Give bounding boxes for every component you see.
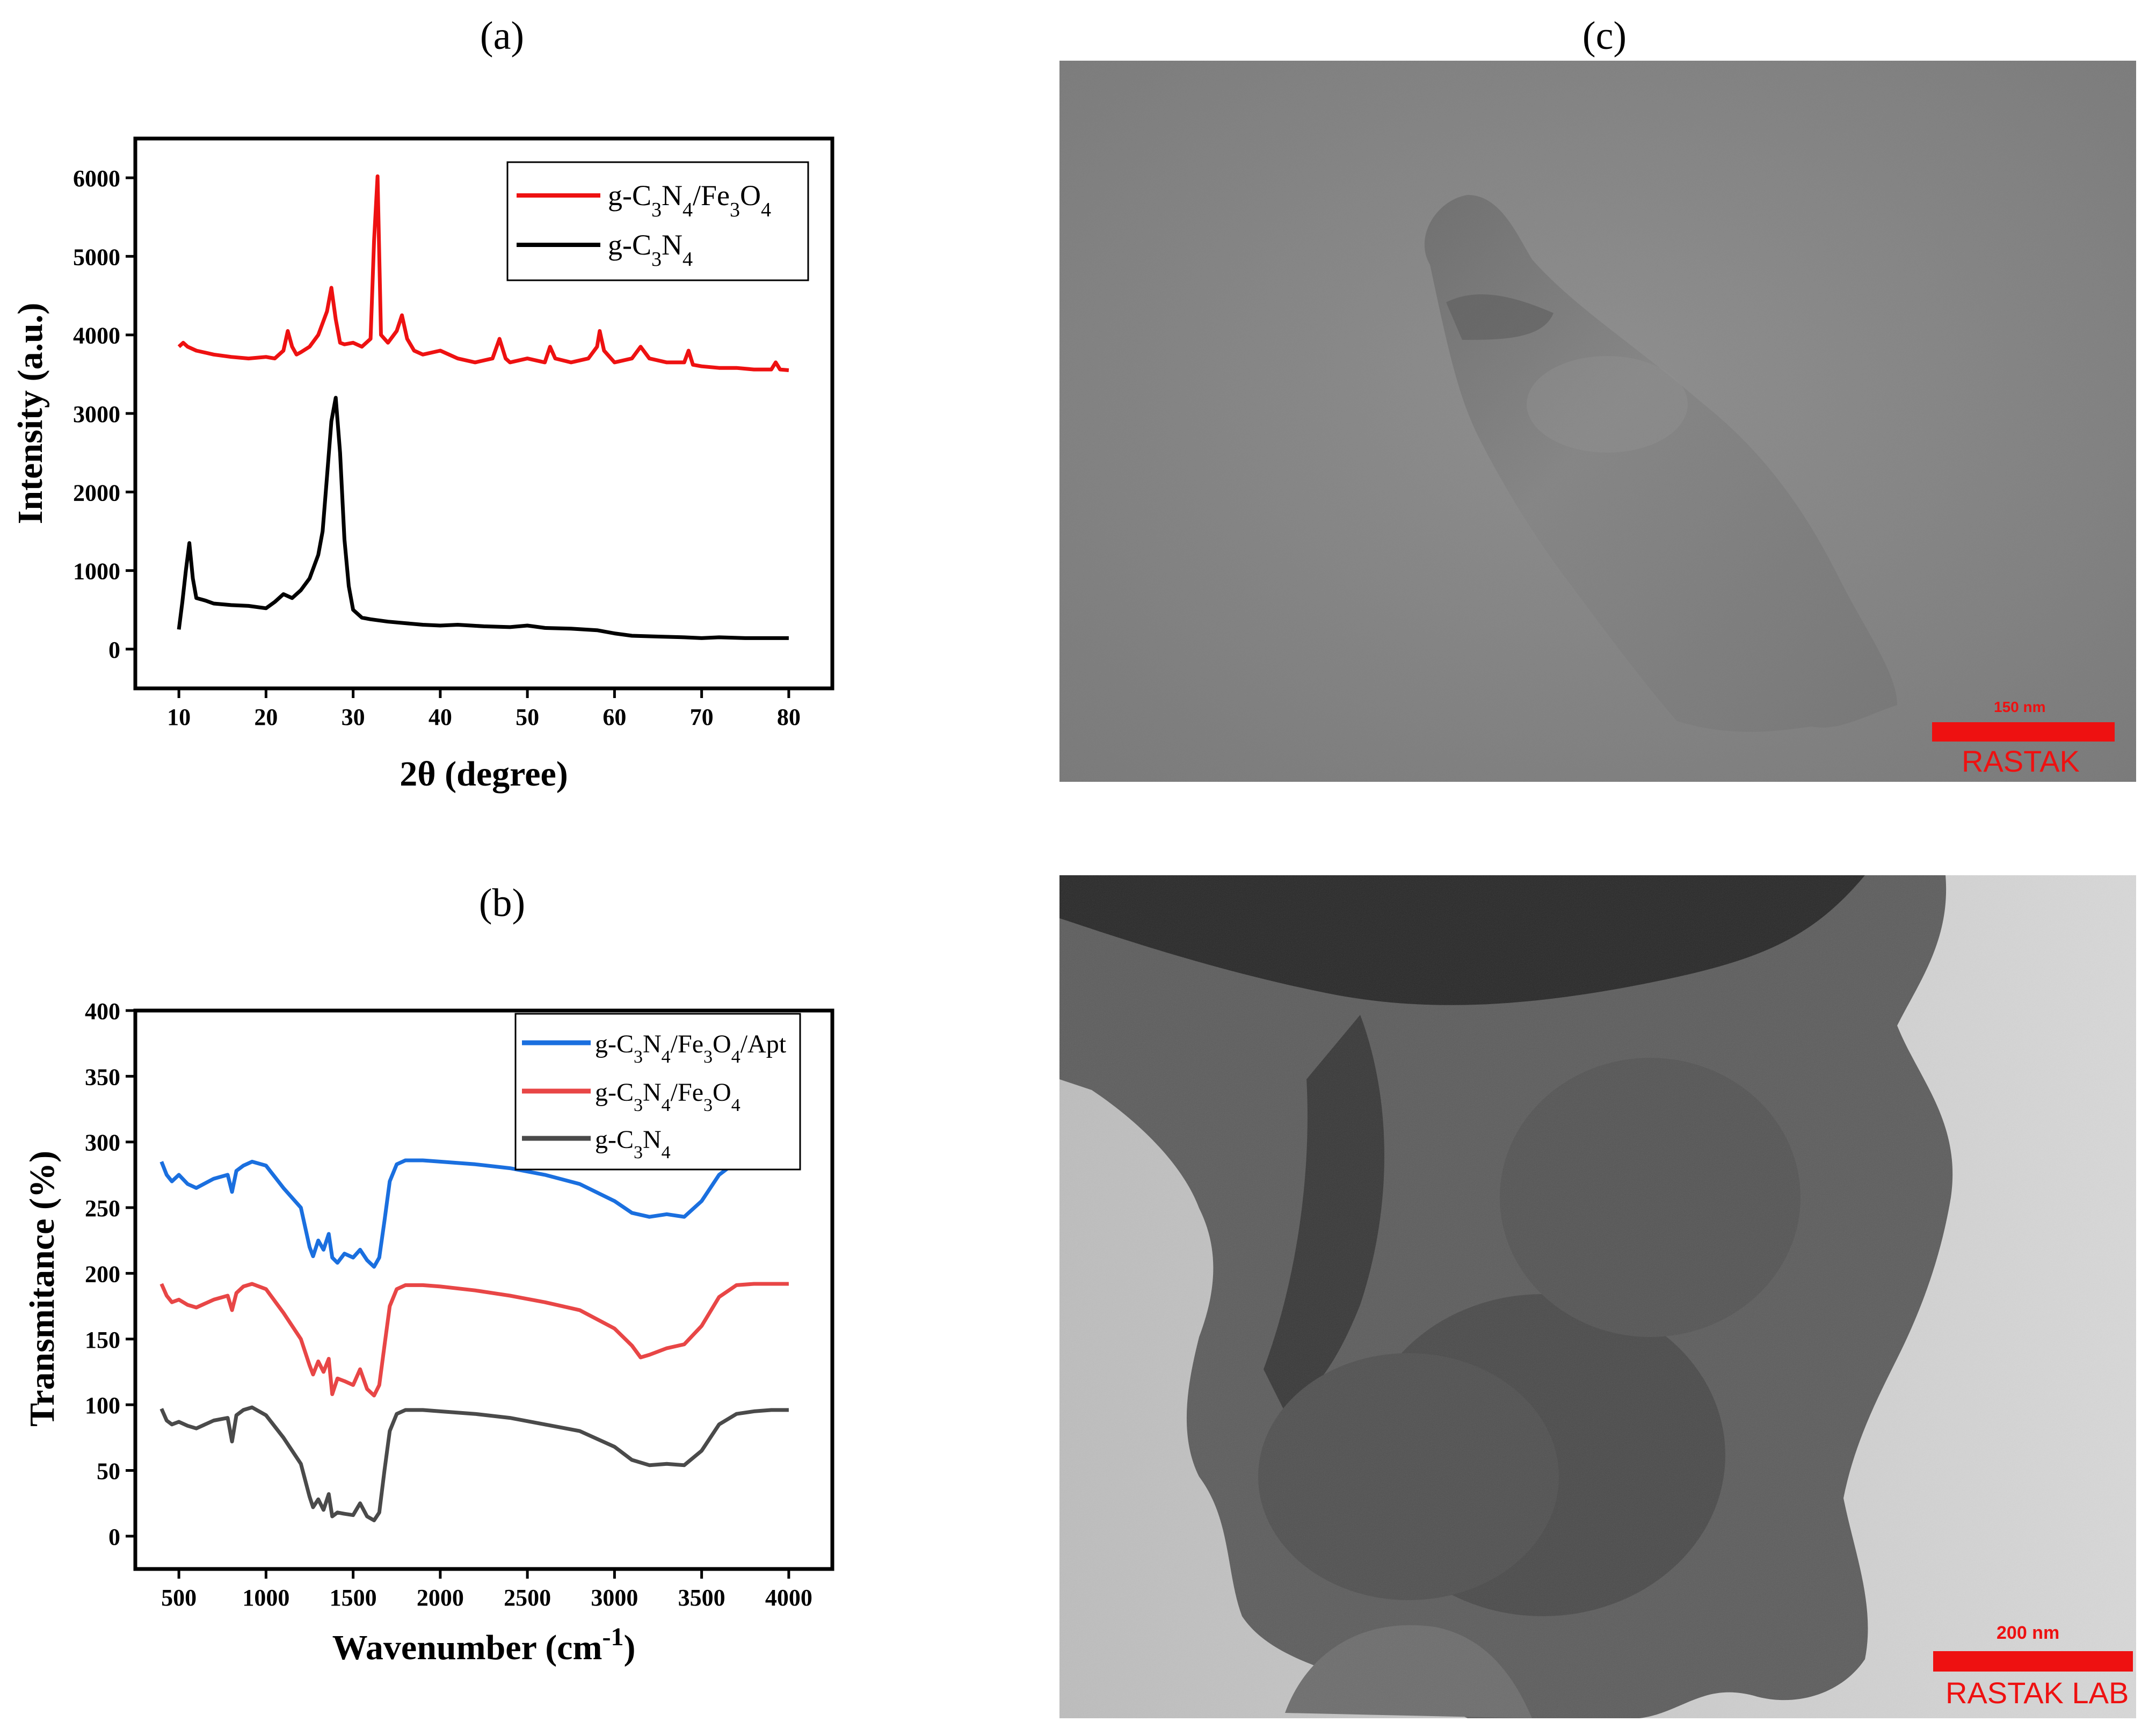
a-xtick-label: 70 [690,704,714,730]
xrd-chart: 0 1000 2000 3000 4000 5000 6000 10 20 30 40 50 60 70… [11,136,834,794]
b-ytick-label: 400 [85,998,120,1025]
b-ytick-label: 0 [108,1524,120,1550]
a-ytick-label: 5000 [73,244,120,270]
scale-label-bottom: 200 nm [1997,1623,2060,1643]
b-series-line-2 [159,1405,789,1522]
b-xtick-label: 2000 [417,1585,464,1611]
a-ytick-label: 0 [108,637,120,663]
b-ytick-label: 350 [85,1064,120,1090]
b-series-line-0 [159,1157,789,1269]
a-xtick-label: 80 [777,704,801,730]
a-xtick-label: 10 [167,704,191,730]
ftir-y-axis-label: Transmitance (%) [23,1151,62,1427]
b-ytick-label: 200 [85,1261,120,1287]
a-xtick-label: 50 [516,704,539,730]
b-ytick-label: 100 [85,1392,120,1419]
tem-image-top: 150 nm RASTAK LAB [1059,61,2136,782]
a-xtick-label: 40 [429,704,452,730]
ftir-chart: 0 50 100 150 200 250 300 350 400 500 1000 1500 2000… [23,998,834,1668]
b-xtick-label: 1500 [330,1585,377,1611]
b-ytick-label: 300 [85,1130,120,1156]
a-ytick-label: 4000 [73,323,120,349]
b-xtick-label: 2500 [504,1585,551,1611]
xrd-y-axis-label: Intensity (a.u.) [11,303,50,525]
b-ytick-label: 150 [85,1327,120,1353]
a-xtick-label: 30 [342,704,365,730]
scale-bar-top [1932,722,2115,742]
scale-bar-bottom [1933,1651,2133,1672]
b-xtick-label: 4000 [765,1585,812,1611]
b-series-line-1 [159,1282,789,1398]
panel-label-a: (a) [480,14,525,58]
a-ytick-label: 6000 [73,165,120,192]
a-ytick-label: 3000 [73,401,120,427]
a-ytick-label: 1000 [73,558,120,585]
watermark-bottom: RASTAK LAB [1946,1676,2129,1710]
xrd-x-axis-label: 2θ (degree) [400,754,568,794]
b-ytick-label: 50 [97,1458,120,1484]
b-xtick-label: 3500 [678,1585,725,1611]
b-xtick-label: 1000 [242,1585,289,1611]
a-series-line-0 [177,174,789,372]
b-xtick-label: 3000 [591,1585,638,1611]
panel-label-b: (b) [478,881,526,925]
ftir-x-axis-label: Wavenumber (cm-1) [332,1623,636,1668]
panel-label-c: (c) [1582,14,1627,58]
scale-label-top: 150 nm [1994,699,2046,715]
b-xtick-label: 500 [161,1585,197,1611]
a-xtick-label: 20 [254,704,278,730]
tem-image-bottom: 200 nm RASTAK LAB [1059,875,2136,1718]
a-ytick-label: 2000 [73,480,120,506]
a-series-line-1 [177,396,789,640]
b-ytick-label: 250 [85,1195,120,1222]
watermark-top: RASTAK LAB [1962,744,2080,782]
a-xtick-label: 60 [602,704,626,730]
